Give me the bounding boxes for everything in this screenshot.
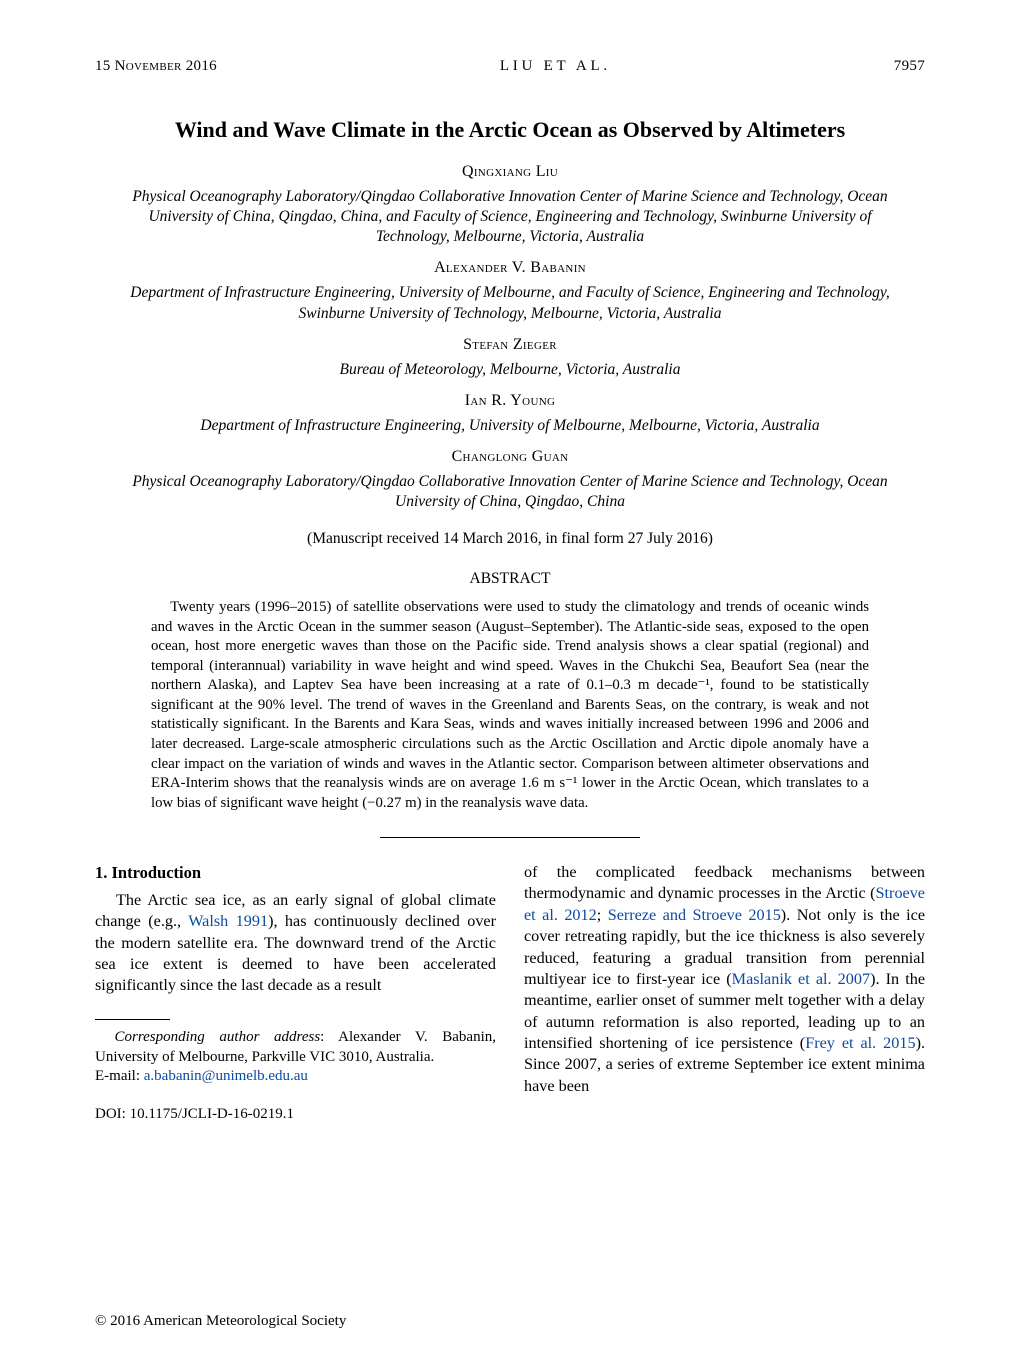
author-name-2: Stefan Zieger [95,336,925,354]
author-affil-1: Department of Infrastructure Engineering… [125,283,895,323]
rh-date-month: ovember [126,58,182,74]
author-name-1: Alexander V. Babanin [95,259,925,277]
ref-serreze-stroeve-2015[interactable]: Serreze and Stroeve 2015 [608,906,781,924]
abstract-body: Twenty years (1996–2015) of satellite ob… [151,598,869,813]
author-affil-4: Physical Oceanography Laboratory/Qingdao… [125,472,895,512]
manuscript-dates: (Manuscript received 14 March 2016, in f… [95,530,925,548]
corresponding-author: Corresponding author address: Alexander … [95,1028,496,1068]
corr-email[interactable]: a.babanin@unimelb.edu.au [144,1068,308,1084]
running-head-page: 7957 [894,58,925,75]
article-title: Wind and Wave Climate in the Arctic Ocea… [95,117,925,143]
corresponding-author-block: Corresponding author address: Alexander … [95,1019,496,1125]
section-rule [380,837,640,838]
body-para-2: of the complicated feedback mechanisms b… [524,862,925,1097]
corr-email-line: E-mail: a.babanin@unimelb.edu.au [95,1067,496,1087]
author-name-0: Qingxiang Liu [95,163,925,181]
ref-frey-2015[interactable]: Frey et al. 2015 [805,1034,915,1052]
copyright: © 2016 American Meteorological Society [95,1313,346,1330]
running-head: 15 November 2016 LIU ET AL. 7957 [95,58,925,75]
doi: DOI: 10.1175/JCLI-D-16-0219.1 [95,1105,496,1125]
corr-label: Corresponding author address [115,1029,321,1045]
author-affil-3: Department of Infrastructure Engineering… [125,416,895,436]
section-heading: 1. Introduction [95,862,496,884]
ref-walsh-1991[interactable]: Walsh 1991 [188,912,268,930]
ref-maslanik-2007[interactable]: Maslanik et al. 2007 [732,970,870,988]
running-head-center: LIU ET AL. [500,58,611,75]
author-name-3: Ian R. Young [95,392,925,410]
rh-date-year: 2016 [186,58,217,74]
body-columns: 1. Introduction The Arctic sea ice, as a… [95,862,925,1125]
footnote-rule [95,1019,170,1020]
abstract-heading: ABSTRACT [95,570,925,588]
author-affil-0: Physical Oceanography Laboratory/Qingdao… [125,187,895,247]
author-name-4: Changlong Guan [95,448,925,466]
p2-b: ; [597,906,608,924]
rh-date-day: 15 N [95,58,126,74]
corr-email-label: E-mail: [95,1068,144,1084]
author-affil-2: Bureau of Meteorology, Melbourne, Victor… [125,360,895,380]
running-head-date: 15 November 2016 [95,58,217,75]
p2-a: of the complicated feedback mechanisms b… [524,863,925,902]
body-para-1: The Arctic sea ice, as an early signal o… [95,890,496,997]
